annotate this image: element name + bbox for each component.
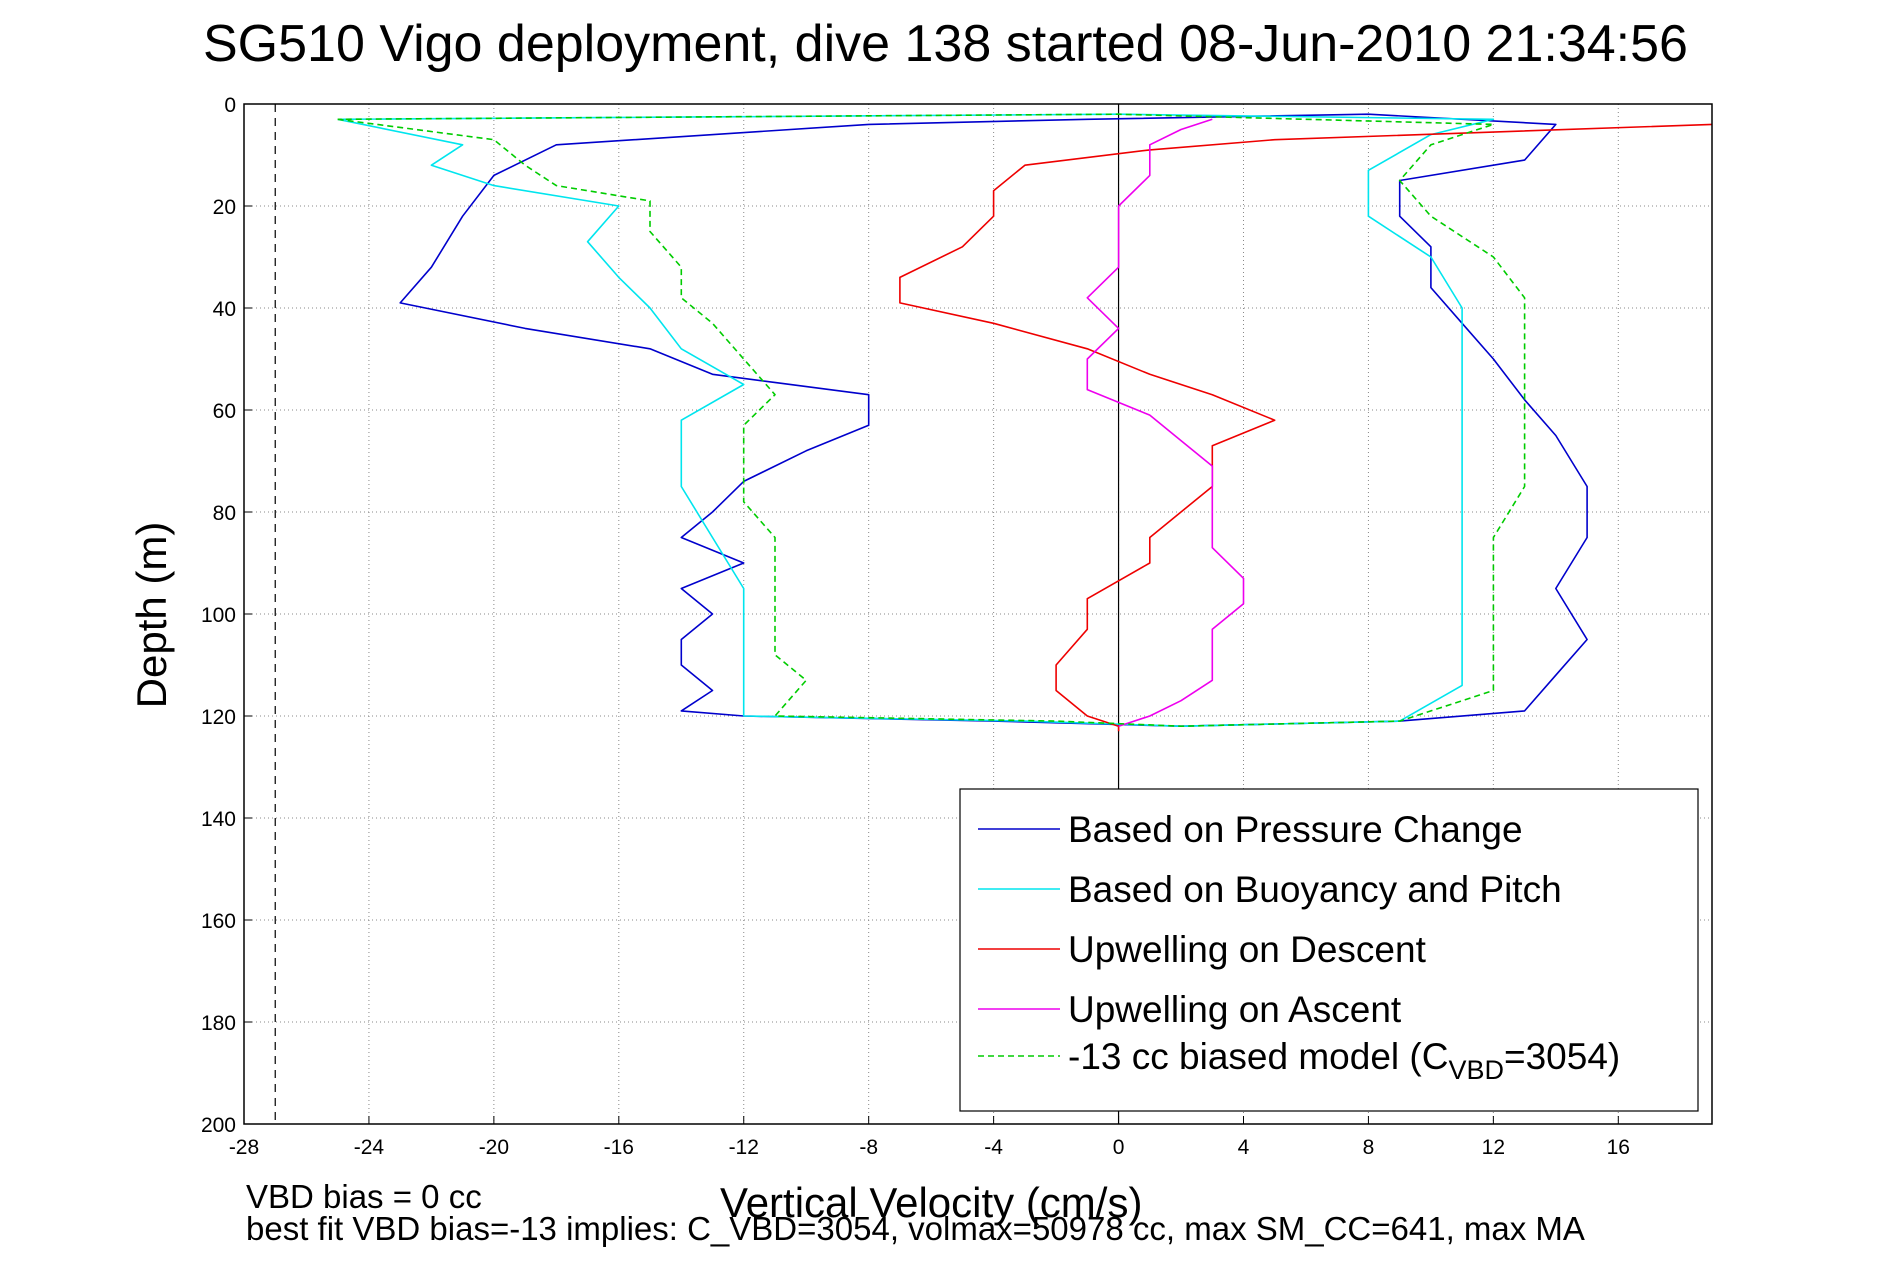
tick-labels: -28 -24 -20 -16 -12 -8 -4 0 4 8 12 1602040608010012… [201,94,1630,1159]
y-tick-label: 0 [224,94,236,117]
vbd-bias-note: VBD bias = 0 cc [246,1178,482,1215]
y-axis-label: Depth (m) [128,521,175,709]
y-tick-label: 40 [213,298,236,321]
y-tick-label: 80 [213,502,236,525]
y-tick-label: 120 [201,706,236,729]
legend-entry-3: Upwelling on Ascent [1068,989,1402,1030]
x-tick-label: 8 [1363,1136,1375,1159]
y-tick-label: 160 [201,910,236,933]
x-tick-label: -24 [354,1136,385,1159]
y-tick-label: 20 [213,196,236,219]
x-tick-label: 16 [1607,1136,1630,1159]
x-tick-label: -4 [984,1136,1003,1159]
y-tick-label: 60 [213,400,236,423]
x-tick-label: -28 [229,1136,259,1159]
legend-box [959,788,1699,1112]
x-axis-label: Vertical Velocity (cm/s) [720,1179,1143,1226]
best-fit-note: best fit VBD bias=-13 implies: C_VBD=305… [246,1210,1585,1247]
series-line-4 [337,113,1526,727]
x-tick-label: -20 [479,1136,509,1159]
x-tick-label: -8 [859,1136,878,1159]
y-tick-label: 180 [201,1012,236,1035]
series-line-3 [1086,118,1245,727]
chart-title: SG510 Vigo deployment, dive 138 started … [203,15,1688,73]
y-tick-label: 140 [201,808,236,831]
x-tick-label: 4 [1238,1136,1250,1159]
x-tick-label: 0 [1113,1136,1125,1159]
y-tick-label: 100 [201,604,236,627]
legend-entry-4: -13 cc biased model (CVBD=3054) [1068,1036,1620,1085]
x-tick-label: -16 [604,1136,634,1159]
series-line-2 [899,123,1713,732]
legend-entry-2: Upwelling on Descent [1068,929,1427,970]
x-tick-label: -12 [729,1136,759,1159]
legend-entry-1: Based on Buoyancy and Pitch [1068,869,1562,910]
x-tick-label: 12 [1482,1136,1505,1159]
series-lines [337,113,1713,732]
legend-entry-0: Based on Pressure Change [1068,809,1523,850]
y-tick-label: 200 [201,1114,236,1137]
series-line-1 [337,113,1495,727]
legend: Based on Pressure Change Based on Buoyanc… [959,788,1699,1112]
